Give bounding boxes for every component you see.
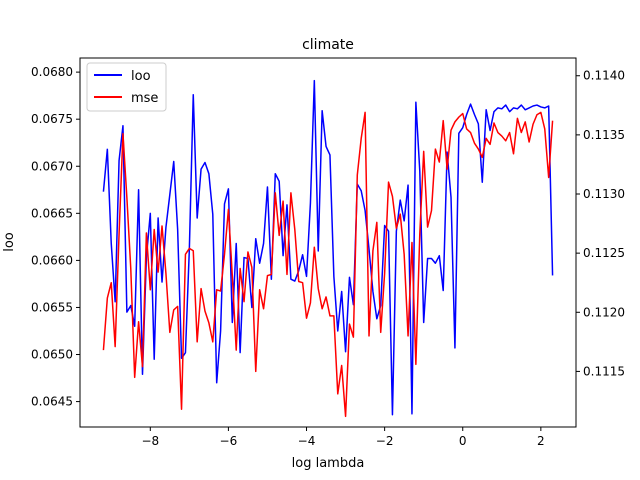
y-left-tick-label: 0.0670 (31, 159, 73, 173)
legend: loo mse (86, 62, 167, 112)
x-tick-label: −2 (376, 434, 394, 448)
y-right-tick-label: 0.1130 (583, 187, 625, 201)
x-axis-label: log lambda (292, 456, 365, 471)
series-layer (102, 79, 554, 418)
y-left-tick-label: 0.0655 (31, 300, 73, 314)
y-left-tick-label: 0.0645 (31, 395, 73, 409)
y-left-tick-label: 0.0680 (31, 65, 73, 79)
y-left-tick-label: 0.0665 (31, 206, 73, 220)
y-axis-right-ticks: 0.1115 0.1120 0.1125 0.1130 0.1135 0.1140 (576, 69, 625, 378)
y-right-tick-label: 0.1115 (583, 364, 625, 378)
y-left-tick-label: 0.0650 (31, 348, 73, 362)
y-left-tick-label: 0.0675 (31, 112, 73, 126)
y-right-tick-label: 0.1120 (583, 305, 625, 319)
y-right-tick-label: 0.1125 (583, 246, 625, 260)
series-line-loo (102, 79, 554, 416)
y-left-tick-label: 0.0660 (31, 253, 73, 267)
series-line-mse (102, 111, 554, 418)
y-axis-left-ticks: 0.0645 0.0650 0.0655 0.0660 0.0665 0.0670 0.06… (31, 65, 80, 409)
y-right-tick-label: 0.1135 (583, 128, 625, 142)
x-tick-label: −4 (298, 434, 316, 448)
x-tick-label: 0 (459, 434, 467, 448)
x-tick-label: −6 (220, 434, 238, 448)
x-tick-label: −8 (141, 434, 159, 448)
x-axis-ticks: −8 −6 −4 −2 0 2 (141, 427, 545, 448)
y-axis-left-label: loo (2, 232, 17, 252)
y-right-tick-label: 0.1140 (583, 69, 625, 83)
legend-label-mse: mse (131, 91, 158, 106)
x-tick-label: 2 (537, 434, 545, 448)
legend-label-loo: loo (131, 69, 151, 84)
plot-frame (79, 57, 577, 428)
chart-title: climate (302, 37, 354, 53)
